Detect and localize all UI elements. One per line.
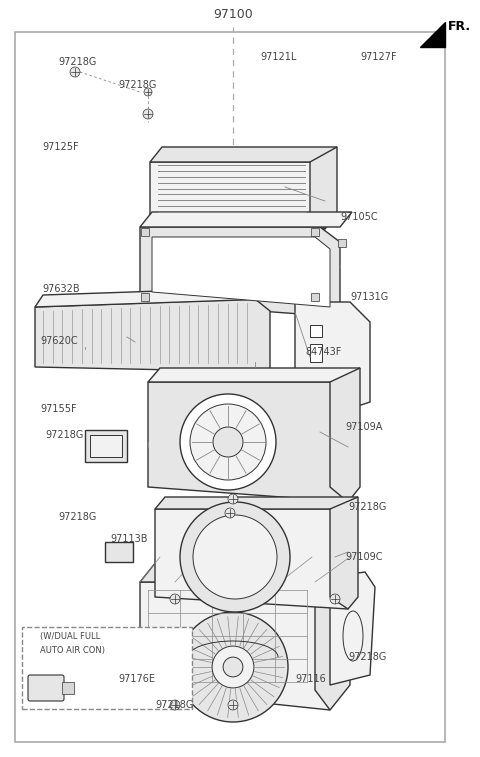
- Circle shape: [193, 515, 277, 599]
- Text: 97218G: 97218G: [58, 57, 96, 67]
- Text: 97632B: 97632B: [42, 284, 80, 294]
- Circle shape: [213, 427, 243, 457]
- Text: 97176E: 97176E: [118, 674, 155, 684]
- Bar: [62, 682, 74, 694]
- Circle shape: [170, 594, 180, 604]
- Text: FR.: FR.: [448, 20, 471, 33]
- Circle shape: [228, 494, 238, 504]
- Text: 97105C: 97105C: [340, 212, 378, 222]
- Text: 84743F: 84743F: [305, 347, 341, 357]
- Text: 97218G: 97218G: [156, 700, 194, 710]
- Bar: [338, 239, 346, 247]
- Circle shape: [330, 594, 340, 604]
- Polygon shape: [140, 557, 350, 582]
- Circle shape: [143, 109, 153, 119]
- Text: 97127F: 97127F: [360, 52, 396, 62]
- Polygon shape: [148, 382, 348, 502]
- Text: (W/DUAL FULL: (W/DUAL FULL: [40, 633, 100, 641]
- Text: 97218G: 97218G: [348, 652, 386, 662]
- Polygon shape: [35, 287, 278, 307]
- Polygon shape: [150, 162, 325, 229]
- Text: 97100: 97100: [213, 8, 253, 21]
- Bar: [15, 32, 445, 742]
- Bar: [311, 228, 319, 236]
- Text: 97218G: 97218G: [118, 80, 156, 90]
- Polygon shape: [35, 299, 270, 372]
- Circle shape: [190, 404, 266, 480]
- Text: 97218G: 97218G: [45, 430, 84, 440]
- Text: 97109A: 97109A: [345, 422, 383, 432]
- Polygon shape: [80, 655, 140, 680]
- Circle shape: [212, 646, 254, 688]
- Polygon shape: [140, 582, 330, 710]
- Text: 97218G: 97218G: [58, 512, 96, 522]
- Text: 97218G: 97218G: [348, 502, 386, 512]
- Circle shape: [228, 700, 238, 710]
- Polygon shape: [330, 497, 358, 609]
- Bar: [90, 435, 122, 457]
- Bar: [22, 627, 192, 709]
- Circle shape: [170, 700, 180, 710]
- Text: 97620C: 97620C: [40, 336, 78, 346]
- Text: 97109C: 97109C: [345, 552, 383, 562]
- Polygon shape: [315, 557, 350, 710]
- Circle shape: [180, 502, 290, 612]
- Polygon shape: [330, 572, 375, 685]
- Text: 97116: 97116: [295, 674, 326, 684]
- Circle shape: [70, 67, 80, 77]
- Text: 97125F: 97125F: [42, 142, 79, 152]
- Bar: [311, 293, 319, 301]
- Bar: [85, 430, 127, 462]
- Polygon shape: [155, 497, 358, 509]
- Bar: [310, 344, 322, 362]
- Text: 97113B: 97113B: [110, 534, 147, 544]
- Text: AUTO AIR CON): AUTO AIR CON): [40, 646, 105, 656]
- Circle shape: [180, 394, 276, 490]
- Polygon shape: [148, 368, 360, 382]
- Text: 97121L: 97121L: [260, 52, 296, 62]
- Circle shape: [223, 657, 243, 677]
- Circle shape: [63, 661, 77, 675]
- Polygon shape: [150, 147, 337, 162]
- Bar: [105, 542, 133, 562]
- FancyBboxPatch shape: [28, 675, 64, 701]
- Polygon shape: [140, 212, 352, 227]
- Circle shape: [54, 652, 86, 684]
- Bar: [310, 325, 322, 337]
- Polygon shape: [330, 368, 360, 502]
- Polygon shape: [420, 22, 445, 47]
- Polygon shape: [152, 237, 330, 307]
- Circle shape: [178, 612, 288, 722]
- Circle shape: [144, 88, 152, 96]
- Bar: [141, 293, 149, 301]
- Polygon shape: [295, 302, 370, 412]
- Text: 97131G: 97131G: [350, 292, 388, 302]
- Circle shape: [225, 508, 235, 518]
- Polygon shape: [310, 147, 337, 229]
- Polygon shape: [140, 227, 340, 317]
- Bar: [141, 228, 149, 236]
- Polygon shape: [155, 509, 348, 609]
- Text: 97155F: 97155F: [40, 404, 77, 414]
